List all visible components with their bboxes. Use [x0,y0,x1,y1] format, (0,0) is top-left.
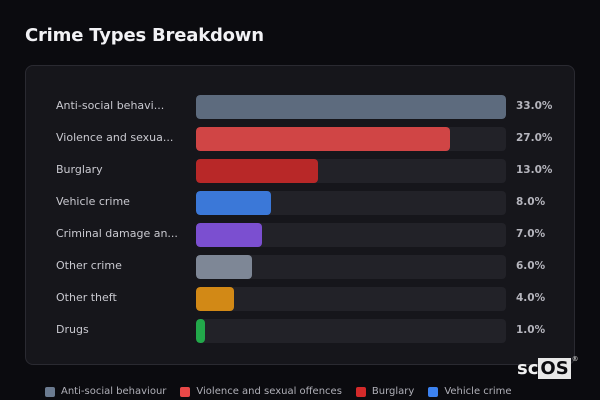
bar-track [196,127,506,151]
bar[interactable] [196,159,319,183]
legend-swatch [45,386,55,397]
bar[interactable] [196,127,450,151]
bar-row: Anti-social behavi... 33.0% [26,95,574,119]
bar-track [196,191,506,215]
bar-row: Vehicle crime 8.0% [26,191,574,215]
bar-label: Anti-social behavi... [56,99,165,112]
bar-label: Violence and sexua... [56,131,174,144]
bar-track [196,255,506,279]
bar-value: 33.0% [516,100,553,112]
bar-track [196,159,506,183]
bar-value: 13.0% [516,164,553,176]
registered-mark: ® [571,355,579,363]
bar[interactable] [196,223,262,247]
bar-value: 1.0% [516,324,546,336]
bar-value: 27.0% [516,132,553,144]
bar[interactable] [196,287,234,311]
bar-label: Drugs [56,323,89,336]
legend-item[interactable]: Burglary [355,386,415,397]
bar-row: Other crime 6.0% [26,255,574,279]
legend-swatch [428,386,439,397]
bar[interactable] [196,95,506,119]
legend-label: Vehicle crime [444,386,512,397]
bar-label: Burglary [56,163,103,176]
legend-swatch [180,386,191,397]
bar-value: 6.0% [516,260,546,272]
legend-swatch [355,386,366,397]
legend-label: Anti-social behaviour [61,386,167,397]
bar[interactable] [196,255,253,279]
bar-row: Other theft 4.0% [26,287,574,311]
bar-value: 4.0% [516,292,546,304]
bar-value: 8.0% [516,196,546,208]
legend-item[interactable]: Anti-social behaviour [45,386,166,397]
bar-track [196,95,506,119]
bar-track [196,319,506,343]
bar-value: 7.0% [516,228,546,240]
bar-track [196,223,506,247]
legend-item[interactable]: Violence and sexual offences [180,386,342,397]
bar[interactable] [196,191,272,215]
bar-label: Other crime [56,259,122,272]
bar[interactable] [196,319,206,343]
bar-label: Vehicle crime [56,195,130,208]
chart-title: Crime Types Breakdown [25,25,264,46]
scos-logo: sc OS ® [517,355,579,379]
bar-row: Criminal damage an... 7.0% [26,223,574,247]
legend-label: Violence and sexual offences [196,386,342,397]
legend-label: Burglary [371,386,415,397]
chart-card: Anti-social behavi... 33.0% Violence and s… [25,65,575,365]
legend-item[interactable]: Vehicle crime [428,386,512,397]
bar-row: Drugs 1.0% [26,319,574,343]
bar-label: Other theft [56,291,117,304]
logo-text-os: OS [538,358,571,379]
bar-label: Criminal damage an... [56,227,178,240]
bar-row: Violence and sexua... 27.0% [26,127,574,151]
chart-legend: Anti-social behaviour Violence and sexual… [45,386,512,397]
bar-row: Burglary 13.0% [26,159,574,183]
logo-text-sc: sc [517,358,539,379]
bar-track [196,287,506,311]
